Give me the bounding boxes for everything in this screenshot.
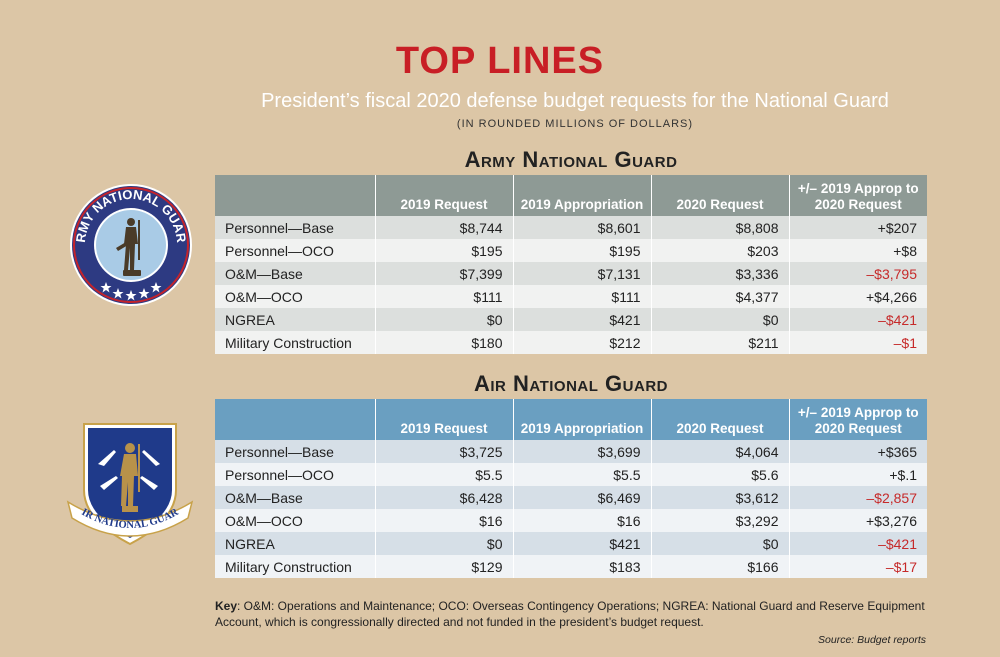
column-header: 2019 Appropriation (513, 175, 652, 216)
air-budget-table: 2019 Request 2019 Appropriation 2020 Req… (215, 399, 927, 578)
table-cell: $7,399 (375, 262, 514, 285)
table-cell: –$1 (789, 331, 927, 354)
table-cell: +$207 (789, 216, 927, 239)
row-label: Personnel—Base (215, 440, 376, 463)
table-cell: $6,469 (513, 486, 652, 509)
table-cell: +$.1 (789, 463, 927, 486)
table-cell: $0 (375, 308, 514, 331)
table-cell: $111 (513, 285, 652, 308)
table-cell: +$4,266 (789, 285, 927, 308)
table-cell: –$421 (789, 532, 927, 555)
column-header: +/– 2019 Approp to 2020 Request (789, 175, 927, 216)
table-header-row: 2019 Request 2019 Appropriation 2020 Req… (215, 399, 927, 440)
table-cell: $16 (513, 509, 652, 532)
table-row: O&M—OCO $16 $16 $3,292 +$3,276 (215, 509, 927, 532)
row-label: O&M—OCO (215, 285, 376, 308)
table-row: O&M—Base $7,399 $7,131 $3,336 –$3,795 (215, 262, 927, 285)
table-cell: –$17 (789, 555, 927, 578)
column-header (215, 399, 376, 440)
column-header (215, 175, 376, 216)
row-label: Personnel—OCO (215, 463, 376, 486)
table-cell: $3,699 (513, 440, 652, 463)
column-header: 2020 Request (651, 399, 790, 440)
table-cell: $5.5 (375, 463, 514, 486)
table-cell: +$365 (789, 440, 927, 463)
row-label: Military Construction (215, 555, 376, 578)
key-label: Key (215, 599, 238, 613)
table-row: Military Construction $180 $212 $211 –$1 (215, 331, 927, 354)
table-row: Personnel—OCO $5.5 $5.5 $5.6 +$.1 (215, 463, 927, 486)
table-cell: $129 (375, 555, 514, 578)
table-cell: +$3,276 (789, 509, 927, 532)
table-row: O&M—OCO $111 $111 $4,377 +$4,266 (215, 285, 927, 308)
key-text: : O&M: Operations and Maintenance; OCO: … (215, 599, 925, 629)
table-cell: $211 (651, 331, 790, 354)
table-cell: $6,428 (375, 486, 514, 509)
column-header: 2019 Appropriation (513, 399, 652, 440)
table-cell: $203 (651, 239, 790, 262)
table-cell: $5.6 (651, 463, 790, 486)
table-cell: $180 (375, 331, 514, 354)
table-cell: $3,725 (375, 440, 514, 463)
table-cell: $0 (651, 532, 790, 555)
table-header-row: 2019 Request 2019 Appropriation 2020 Req… (215, 175, 927, 216)
row-label: Military Construction (215, 331, 376, 354)
row-label: Personnel—OCO (215, 239, 376, 262)
column-header: 2019 Request (375, 399, 514, 440)
table-row: Personnel—OCO $195 $195 $203 +$8 (215, 239, 927, 262)
table-cell: $16 (375, 509, 514, 532)
table-cell: $166 (651, 555, 790, 578)
table-cell: $0 (375, 532, 514, 555)
column-header: 2019 Request (375, 175, 514, 216)
table-cell: $0 (651, 308, 790, 331)
table-cell: $183 (513, 555, 652, 578)
table-cell: $421 (513, 308, 652, 331)
army-national-guard-seal: ARMY NATIONAL GUARD (68, 182, 192, 306)
column-header: +/– 2019 Approp to 2020 Request (789, 399, 927, 440)
table-cell: +$8 (789, 239, 927, 262)
table-row: NGREA $0 $421 $0 –$421 (215, 532, 927, 555)
table-cell: $8,744 (375, 216, 514, 239)
table-row: O&M—Base $6,428 $6,469 $3,612 –$2,857 (215, 486, 927, 509)
table-cell: –$421 (789, 308, 927, 331)
table-cell: $195 (375, 239, 514, 262)
page-subtitle: President’s fiscal 2020 defense budget r… (261, 90, 889, 112)
army-budget-table: 2019 Request 2019 Appropriation 2020 Req… (215, 175, 927, 354)
row-label: O&M—Base (215, 262, 376, 285)
table-cell: $5.5 (513, 463, 652, 486)
table-cell: $111 (375, 285, 514, 308)
table-cell: $8,601 (513, 216, 652, 239)
table-cell: $212 (513, 331, 652, 354)
table-cell: $3,336 (651, 262, 790, 285)
key-note: Key: O&M: Operations and Maintenance; OC… (215, 598, 927, 630)
table-cell: $7,131 (513, 262, 652, 285)
column-header: 2020 Request (651, 175, 790, 216)
row-label: O&M—Base (215, 486, 376, 509)
row-label: NGREA (215, 532, 376, 555)
table-cell: $195 (513, 239, 652, 262)
table-cell: $8,808 (651, 216, 790, 239)
units-note: (IN ROUNDED MILLIONS OF DOLLARS) (456, 118, 694, 130)
table-row: Personnel—Base $8,744 $8,601 $8,808 +$207 (215, 216, 927, 239)
table-cell: $421 (513, 532, 652, 555)
row-label: Personnel—Base (215, 216, 376, 239)
source-note: Source: Budget reports (818, 634, 926, 646)
table-row: Military Construction $129 $183 $166 –$17 (215, 555, 927, 578)
table-cell: $4,064 (651, 440, 790, 463)
table-cell: $3,612 (651, 486, 790, 509)
table-cell: –$3,795 (789, 262, 927, 285)
table-cell: $4,377 (651, 285, 790, 308)
row-label: O&M—OCO (215, 509, 376, 532)
table-cell: $3,292 (651, 509, 790, 532)
army-section-title: Army National Guard (464, 147, 678, 172)
table-row: NGREA $0 $421 $0 –$421 (215, 308, 927, 331)
air-national-guard-seal: AIR NATIONAL GUARD (64, 420, 194, 546)
air-section-title: Air National Guard (474, 371, 668, 396)
table-row: Personnel—Base $3,725 $3,699 $4,064 +$365 (215, 440, 927, 463)
page-title: TOP LINES (395, 40, 605, 82)
row-label: NGREA (215, 308, 376, 331)
table-cell: –$2,857 (789, 486, 927, 509)
